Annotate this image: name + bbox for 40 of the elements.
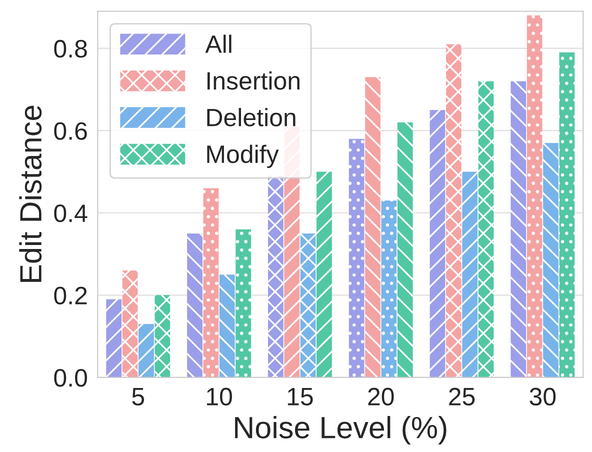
x-tick-label: 20: [368, 388, 394, 406]
bar: [446, 44, 462, 378]
legend-label: Insertion: [207, 71, 300, 90]
bar: [236, 229, 251, 378]
bar: [316, 172, 332, 378]
bar: [526, 15, 542, 378]
x-tick-label: 15: [288, 388, 313, 406]
x-tick-label: 10: [207, 388, 232, 406]
bar: [430, 110, 446, 378]
bar: [300, 233, 316, 378]
x-axis-title: Noise Level (%): [235, 416, 446, 444]
bar: [268, 176, 284, 378]
bar: [365, 77, 380, 378]
y-axis-title: Edit Distance: [19, 106, 42, 282]
bar: [543, 142, 558, 378]
bar: [154, 295, 170, 378]
legend-label: Deletion: [207, 108, 296, 126]
y-tick-label: 0.8: [54, 40, 87, 58]
y-tick-label: 0.4: [54, 204, 88, 222]
x-tick-label: 5: [132, 388, 144, 406]
legend-label: Modify: [207, 144, 279, 168]
x-tick-label: 25: [449, 388, 475, 406]
y-tick-label: 0.0: [54, 369, 87, 387]
bar: [462, 172, 478, 378]
bar: [203, 188, 219, 378]
bar: [510, 81, 526, 378]
bar: [122, 270, 138, 378]
bar: [348, 138, 364, 378]
bar: [381, 200, 397, 378]
y-tick-label: 0.2: [54, 286, 87, 304]
bar: [559, 52, 575, 378]
legend-label: All: [205, 34, 232, 53]
bar: [478, 81, 494, 378]
x-tick-label: 30: [530, 388, 556, 406]
bar: [106, 299, 122, 378]
bar: [219, 274, 235, 378]
y-tick-label: 0.6: [54, 122, 87, 140]
bar: [397, 122, 413, 378]
bar: [138, 324, 154, 378]
bar: [187, 233, 202, 378]
